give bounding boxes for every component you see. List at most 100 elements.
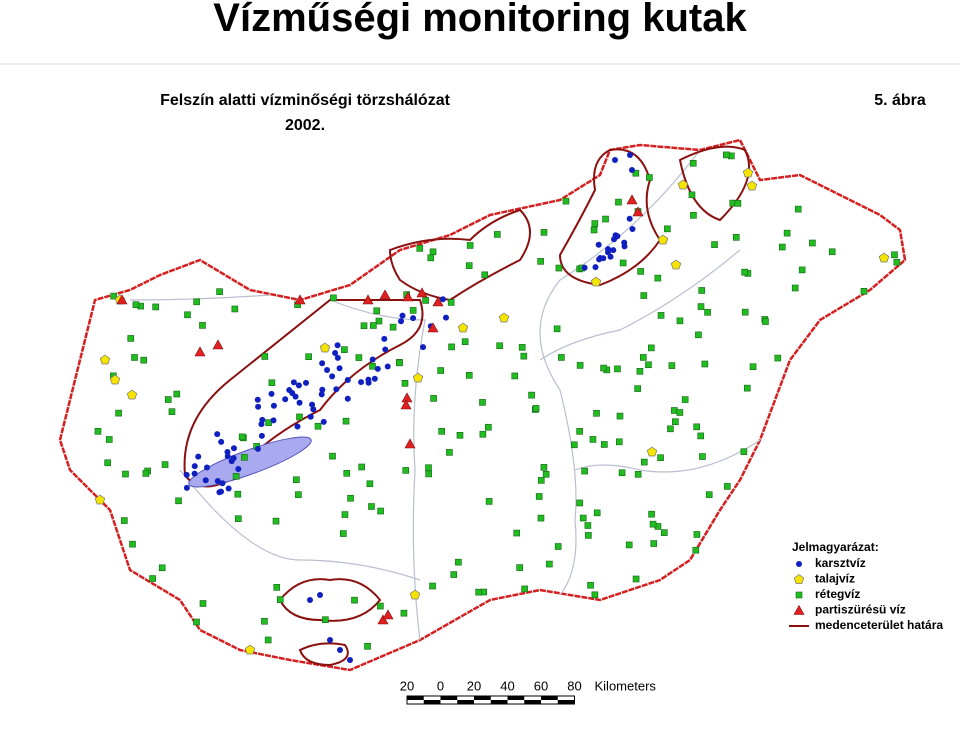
karst-well xyxy=(318,391,325,398)
layer-water-well xyxy=(276,596,284,603)
layer-water-well xyxy=(152,303,159,311)
karst-well xyxy=(398,318,405,325)
karst-well xyxy=(289,390,296,397)
karst-well xyxy=(202,477,209,484)
layer-water-well xyxy=(625,541,633,549)
layer-water-well xyxy=(743,384,751,392)
karst-well xyxy=(307,597,313,603)
layer-water-well xyxy=(615,198,622,206)
legend-title: Jelmagyarázat: xyxy=(792,540,879,554)
scale-segment xyxy=(541,696,558,700)
karst-well xyxy=(255,403,262,410)
layer-water-well xyxy=(193,618,200,626)
karst-well xyxy=(320,418,327,425)
karst-well xyxy=(230,445,237,452)
groundwater-well xyxy=(878,252,890,263)
layer-water-well xyxy=(314,422,322,430)
karst-well xyxy=(324,367,331,374)
scale-frame xyxy=(406,695,575,705)
scale-segment xyxy=(407,696,424,700)
layer-water-well xyxy=(241,454,248,461)
layer-water-well xyxy=(705,491,713,498)
layer-water-well xyxy=(632,575,640,583)
karst-well xyxy=(225,485,232,492)
layer-water-well xyxy=(749,363,757,371)
scale-label: 20 xyxy=(400,678,414,693)
layer-water-well xyxy=(158,564,166,572)
layer-water-well xyxy=(232,473,240,480)
karst-well xyxy=(317,592,323,598)
karst-well xyxy=(319,360,326,367)
layer-water-well xyxy=(558,354,565,361)
layer-water-well xyxy=(636,368,644,375)
layer-water-well xyxy=(698,287,706,294)
layer-water-well xyxy=(576,362,584,369)
layer-water-well xyxy=(199,600,207,607)
layer-water-well xyxy=(364,643,371,650)
layer-water-well xyxy=(351,596,358,604)
layer-water-well xyxy=(774,354,782,362)
layer-water-well xyxy=(373,307,381,315)
legend-label: rétegvíz xyxy=(815,587,860,601)
layer-water-well xyxy=(264,636,272,644)
groundwater-well xyxy=(646,446,658,457)
layer-water-well xyxy=(466,242,474,249)
bank-filtered-well xyxy=(362,294,374,305)
layer-water-well xyxy=(305,353,312,360)
layer-water-well xyxy=(161,461,169,468)
layer-water-well xyxy=(485,498,493,505)
layer-water-well xyxy=(579,514,587,522)
legend-label: karsztvíz xyxy=(815,556,866,570)
layer-water-well xyxy=(667,425,674,433)
karst-well xyxy=(384,363,391,370)
layer-water-well xyxy=(640,292,648,299)
bank-filtered-well xyxy=(400,399,412,410)
groundwater-well xyxy=(590,276,602,287)
layer-water-well xyxy=(532,405,540,412)
groundwater-well xyxy=(742,167,754,178)
layer-water-well xyxy=(693,531,701,538)
layer-water-well xyxy=(377,602,384,610)
layer-water-well xyxy=(734,200,742,207)
bank-filtered-well xyxy=(116,294,128,305)
layer-water-well xyxy=(591,220,599,227)
scale-segment xyxy=(457,700,474,704)
layer-water-well xyxy=(416,245,424,252)
groundwater-well xyxy=(244,644,256,655)
layer-water-well xyxy=(516,564,523,571)
layer-water-well xyxy=(589,436,597,443)
karst-well xyxy=(290,379,297,386)
layer-water-well xyxy=(481,271,489,279)
layer-water-well xyxy=(585,532,592,539)
layer-water-well xyxy=(632,169,640,177)
layer-water-well xyxy=(688,191,696,199)
layer-water-well xyxy=(639,354,647,361)
layer-water-well xyxy=(616,438,623,446)
karst-well xyxy=(626,215,633,222)
layer-water-well xyxy=(637,268,644,275)
layer-water-well xyxy=(396,359,403,367)
bank-filtered-well xyxy=(212,339,224,350)
layer-water-well xyxy=(584,522,592,529)
layer-water-well xyxy=(427,254,435,262)
bank-filtered-well xyxy=(404,438,416,449)
layer-water-well xyxy=(370,322,377,329)
karst-well xyxy=(610,247,617,254)
karst-well xyxy=(334,342,341,349)
karst-well xyxy=(336,365,343,372)
layer-water-well xyxy=(409,307,417,314)
layer-water-well xyxy=(437,367,444,374)
layer-water-well xyxy=(587,581,594,589)
scale-label: 0 xyxy=(437,678,444,693)
layer-water-well xyxy=(430,395,437,402)
scale-segment xyxy=(557,700,575,704)
layer-water-well xyxy=(127,335,135,342)
layer-water-well xyxy=(676,317,684,325)
layer-water-well xyxy=(465,262,473,269)
layer-water-well xyxy=(672,418,679,425)
karst-well xyxy=(439,296,446,303)
layer-water-well xyxy=(546,560,553,568)
layer-water-well xyxy=(537,514,545,522)
layer-water-well xyxy=(791,284,799,292)
layer-water-well xyxy=(619,259,627,267)
